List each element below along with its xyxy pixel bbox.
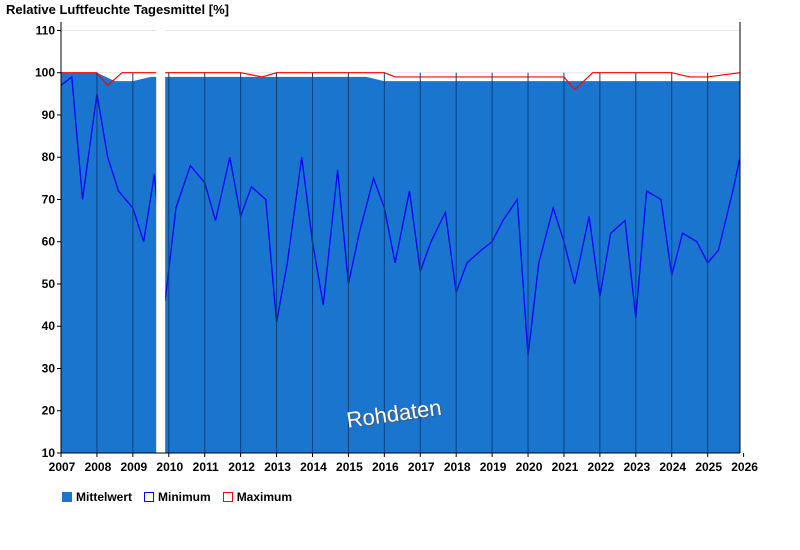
y-tick-label: 90	[42, 108, 56, 122]
y-tick-label: 100	[35, 66, 55, 80]
x-tick-label: 2024	[659, 460, 686, 474]
x-tick-label: 2019	[480, 460, 507, 474]
y-tick-label: 30	[42, 361, 56, 375]
data-gap-band	[156, 22, 166, 453]
x-tick-label: 2018	[444, 460, 471, 474]
y-tick-label: 40	[42, 319, 56, 333]
legend-swatch-minimum	[144, 492, 155, 502]
x-tick-label: 2010	[156, 460, 183, 474]
y-tick-label: 10	[42, 446, 56, 460]
x-tick-label: 2008	[85, 460, 112, 474]
y-tick-label: 50	[42, 277, 56, 291]
legend-swatch-maximum	[222, 492, 233, 502]
x-tick-label: 2021	[552, 460, 579, 474]
x-tick-label: 2009	[121, 460, 148, 474]
series-mittelwert	[61, 72, 740, 454]
year-dividers	[96, 72, 709, 453]
x-tick-label: 2015	[336, 460, 363, 474]
chart-title: Relative Luftfeuchte Tagesmittel [%]	[6, 2, 229, 17]
legend-item-minimum: Minimum	[144, 490, 211, 504]
x-tick-label: 2022	[588, 460, 615, 474]
y-tick-label: 60	[42, 235, 56, 249]
legend-item-maximum: Maximum	[222, 490, 293, 504]
x-tick-label: 2025	[695, 460, 722, 474]
maximum-line	[61, 72, 741, 91]
legend-swatch-mittelwert	[62, 492, 72, 502]
axes	[57, 22, 745, 457]
legend: Mittelwert Minimum Maximum	[62, 490, 292, 504]
x-tick-label: 2014	[300, 460, 327, 474]
legend-label-mittelwert: Mittelwert	[76, 490, 133, 504]
x-tick-label: 2013	[264, 460, 291, 474]
y-tick-label: 80	[42, 150, 56, 164]
x-tick-label: 2011	[193, 460, 219, 474]
y-tick-label: 110	[36, 23, 56, 37]
legend-label-maximum: Maximum	[236, 490, 293, 504]
series-maximum	[61, 72, 741, 91]
x-tick-labels: 2007 2008 2009 2010 2011 2012 2013 2014 2015 2016…	[49, 460, 759, 474]
legend-item-mittelwert: Mittelwert	[62, 490, 132, 504]
x-tick-label: 2020	[516, 460, 543, 474]
data-gap	[156, 22, 166, 453]
legend-label-minimum: Minimum	[158, 490, 211, 504]
x-tick-label: 2017	[408, 460, 435, 474]
series-minimum	[60, 75, 741, 356]
y-tick-labels: 10 20 30 40 50 60 70 80 90 100 110	[35, 23, 55, 460]
x-tick-label: 2016	[372, 460, 399, 474]
x-tick-label: 2026	[731, 460, 758, 474]
x-tick-label: 2023	[623, 460, 650, 474]
minimum-line	[60, 75, 741, 356]
y-tick-label: 70	[42, 192, 56, 206]
x-tick-label: 2012	[228, 460, 255, 474]
x-tick-label: 2007	[49, 460, 76, 474]
y-tick-label: 20	[42, 404, 56, 418]
mittelwert-area	[61, 72, 740, 454]
